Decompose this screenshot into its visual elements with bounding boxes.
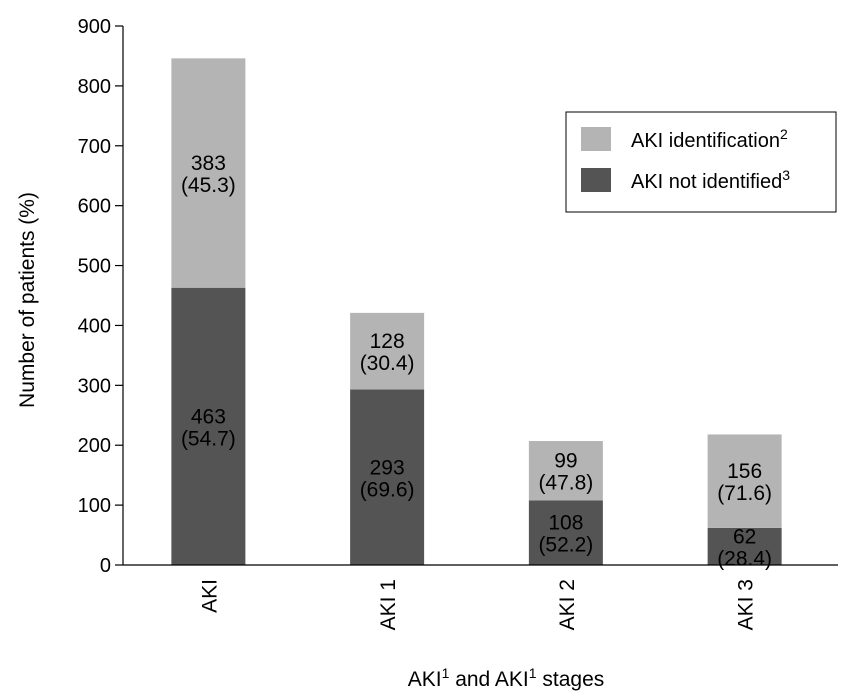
legend-label-not-identified: AKI not identified3 — [631, 167, 790, 193]
bar-segment-not-identified — [707, 527, 782, 565]
x-axis-title: AKI1 and AKI1 stages — [408, 665, 605, 691]
y-tick-label: 800 — [78, 76, 111, 98]
data-label-percent: (47.8) — [538, 472, 593, 495]
bar-segment-identification — [528, 441, 603, 501]
y-tick-label: 500 — [78, 256, 111, 278]
y-tick-label: 700 — [78, 136, 111, 158]
data-label-value: 108 — [548, 512, 583, 535]
data-label-value: 463 — [191, 405, 226, 428]
x-category-label: AKI 1 — [377, 579, 400, 630]
bar-segment-not-identified — [171, 287, 246, 565]
bar-segment-not-identified — [350, 389, 425, 565]
x-axis-title-part2: and AKI — [449, 668, 528, 691]
bar-segment-identification — [171, 58, 246, 288]
y-tick-label: 600 — [78, 196, 111, 218]
y-tick-label: 200 — [78, 435, 111, 457]
data-label-percent: (45.3) — [181, 174, 236, 197]
y-tick-label: 900 — [78, 16, 111, 38]
data-label-value: 156 — [727, 460, 762, 483]
data-label-percent: (54.7) — [181, 427, 236, 450]
legend: AKI identification2 AKI not identified3 — [565, 111, 837, 213]
y-tick-label: 400 — [78, 315, 111, 337]
x-axis-title-sup1: 1 — [442, 665, 450, 681]
data-label-percent: (69.6) — [360, 478, 415, 501]
bar-segment-identification — [707, 434, 782, 528]
x-category-label: AKI 3 — [735, 579, 758, 630]
data-label-value: 293 — [370, 456, 405, 479]
bars: 463(54.7)383(45.3)293(69.6)128(30.4)108(… — [171, 58, 782, 570]
y-tick-label: 300 — [78, 375, 111, 397]
x-category-label: AKI — [198, 579, 221, 613]
x-axis-title-part1: AKI — [408, 668, 442, 691]
bar-segment-not-identified — [528, 500, 603, 565]
data-label-percent: (71.6) — [717, 482, 772, 505]
data-label-percent: (52.2) — [538, 534, 593, 557]
data-label-percent: (28.4) — [717, 547, 772, 570]
legend-swatch-identification — [581, 127, 611, 151]
x-axis-title-sup2: 1 — [529, 665, 537, 681]
y-axis-title: Number of patients (%) — [16, 192, 39, 408]
y-tick-label: 100 — [78, 495, 111, 517]
x-category-label: AKI 2 — [556, 579, 579, 630]
data-label-value: 62 — [733, 525, 756, 548]
x-axis: AKI AKI 1 AKI 2 AKI 3 — [123, 564, 838, 630]
legend-label-identification: AKI identification2 — [631, 126, 788, 152]
data-label-value: 99 — [554, 450, 577, 473]
bar-segment-identification — [350, 312, 425, 390]
data-label-percent: (30.4) — [360, 352, 415, 375]
y-axis: 0 100 200 300 400 500 600 700 800 900 — [78, 16, 124, 577]
y-tick-label: 0 — [100, 555, 111, 577]
x-axis-title-part3: stages — [537, 668, 605, 691]
legend-swatch-not-identified — [581, 168, 611, 192]
data-label-value: 383 — [191, 152, 226, 175]
data-label-value: 128 — [370, 330, 405, 353]
